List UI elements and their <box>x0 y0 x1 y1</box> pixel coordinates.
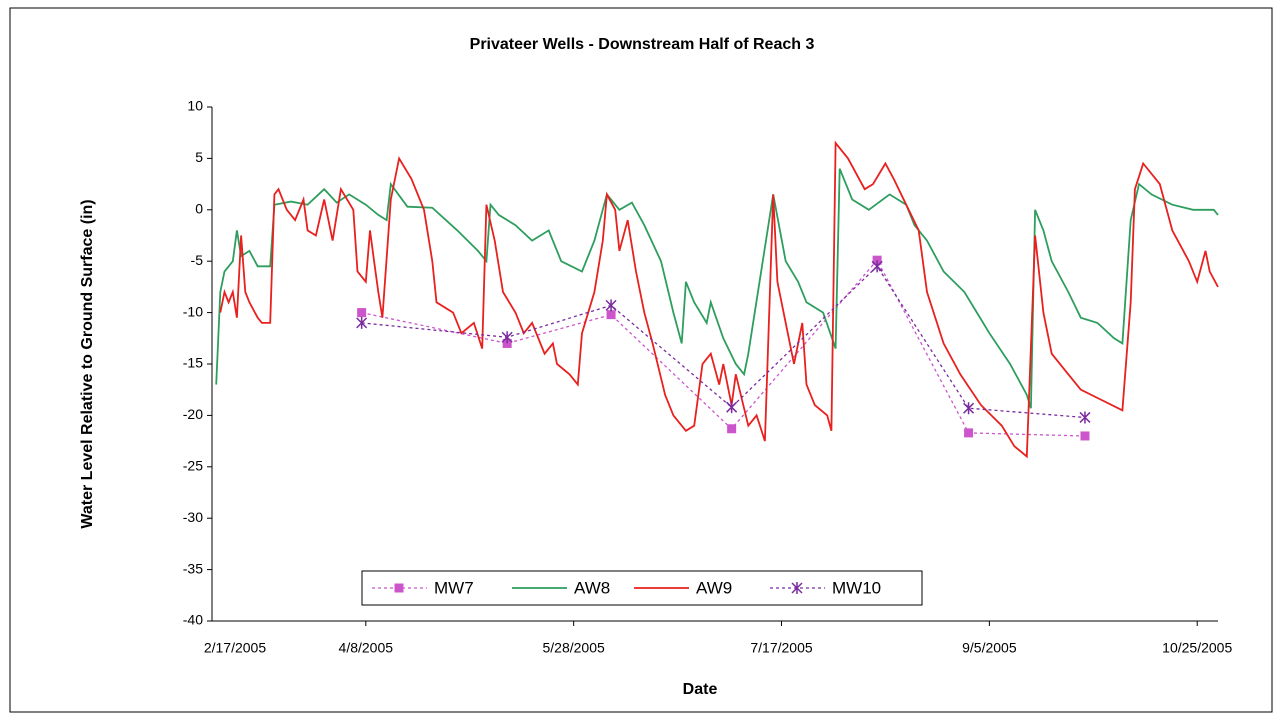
point-marker <box>356 316 368 329</box>
chart-title: Privateer Wells - Downstream Half of Rea… <box>470 36 815 53</box>
legend-marker <box>394 583 404 593</box>
point-marker <box>964 428 974 438</box>
point-marker <box>726 401 738 414</box>
x-axis-label: Date <box>683 681 718 698</box>
point-marker <box>502 338 512 348</box>
y-tick-label: -35 <box>183 560 203 576</box>
x-tick-label: 2/17/2005 <box>204 640 266 656</box>
y-axis-label: Water Level Relative to Ground Surface (… <box>79 199 96 528</box>
y-tick-label: 5 <box>195 149 203 165</box>
point-marker <box>963 402 975 415</box>
y-tick-label: -10 <box>183 303 203 319</box>
legend-label: AW8 <box>574 578 610 597</box>
point-marker <box>1079 411 1091 424</box>
x-tick-label: 7/17/2005 <box>750 640 812 656</box>
y-tick-label: 10 <box>187 98 203 114</box>
y-tick-label: -20 <box>183 406 203 422</box>
point-marker <box>1080 431 1090 441</box>
legend-label: MW10 <box>832 578 881 597</box>
legend-marker <box>791 582 803 594</box>
x-tick-label: 5/28/2005 <box>543 640 605 656</box>
point-marker <box>872 255 882 265</box>
legend-label: AW9 <box>696 578 732 597</box>
y-tick-label: -15 <box>183 355 203 371</box>
legend-label: MW7 <box>434 578 474 597</box>
point-marker <box>606 310 616 320</box>
point-marker <box>605 299 617 312</box>
series-line <box>215 168 1219 409</box>
point-marker <box>871 260 883 273</box>
y-tick-label: -5 <box>191 252 204 268</box>
y-tick-label: -30 <box>183 509 203 525</box>
x-tick-label: 4/8/2005 <box>339 640 394 656</box>
x-tick-label: 9/5/2005 <box>962 640 1017 656</box>
point-marker <box>357 308 367 318</box>
x-tick-label: 10/25/2005 <box>1162 640 1232 656</box>
y-tick-label: 0 <box>195 201 203 217</box>
point-marker <box>501 331 513 344</box>
y-tick-label: -25 <box>183 458 203 474</box>
y-tick-label: -40 <box>183 612 203 628</box>
point-marker <box>727 424 737 434</box>
series-line <box>219 140 1219 459</box>
